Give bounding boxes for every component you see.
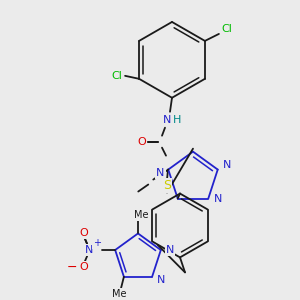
Text: Me: Me [134, 211, 148, 220]
Text: N: N [166, 245, 174, 255]
Text: −: − [67, 260, 77, 274]
Text: O: O [80, 228, 88, 238]
Text: N: N [157, 275, 165, 285]
Text: Cl: Cl [221, 24, 232, 34]
Text: N: N [223, 160, 231, 170]
Text: Cl: Cl [112, 71, 122, 81]
Text: N: N [85, 245, 93, 255]
Text: N: N [214, 194, 223, 204]
Text: +: + [93, 238, 101, 248]
Text: H: H [173, 115, 181, 125]
Text: Me: Me [112, 289, 126, 299]
Text: O: O [138, 137, 146, 147]
Text: S: S [163, 179, 171, 192]
Text: O: O [80, 262, 88, 272]
Text: N: N [163, 115, 171, 125]
Text: N: N [156, 168, 164, 178]
